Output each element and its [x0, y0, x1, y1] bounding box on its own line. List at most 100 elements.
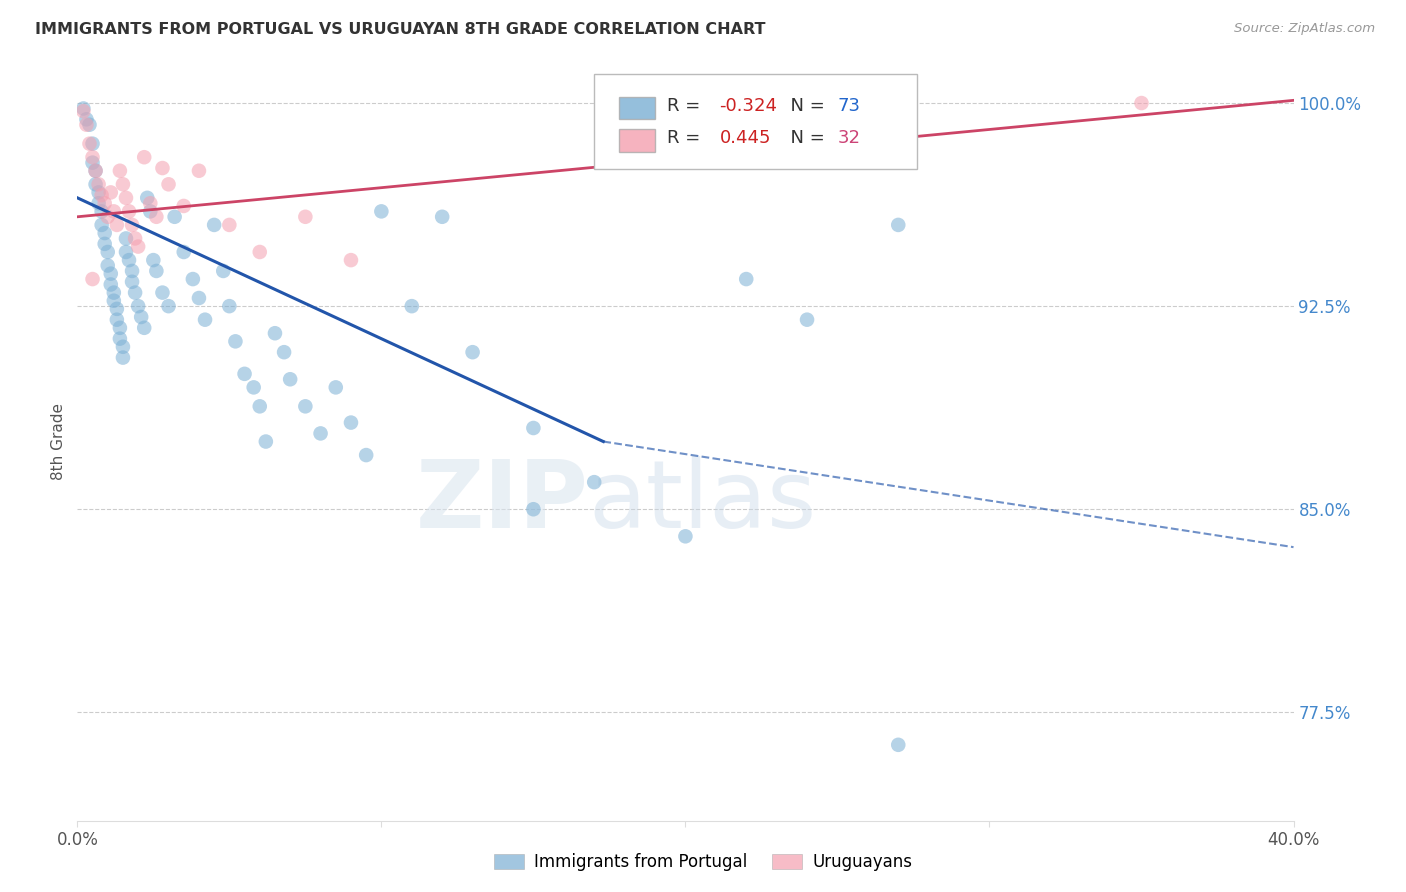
- Point: [522, 421, 544, 435]
- Point: [111, 178, 134, 192]
- Point: [354, 448, 377, 462]
- Point: [136, 191, 159, 205]
- Point: [72, 102, 94, 116]
- Text: 73: 73: [838, 96, 860, 115]
- Point: [294, 210, 316, 224]
- Point: [461, 345, 484, 359]
- Point: [100, 277, 122, 292]
- Text: -0.324: -0.324: [720, 96, 778, 115]
- Point: [278, 372, 301, 386]
- Point: [93, 236, 115, 251]
- Point: [93, 226, 115, 240]
- Point: [82, 155, 104, 169]
- Point: [97, 210, 120, 224]
- Point: [90, 188, 112, 202]
- Point: [142, 253, 165, 268]
- Point: [145, 210, 167, 224]
- Point: [325, 380, 347, 394]
- Point: [152, 161, 174, 175]
- Point: [115, 244, 138, 259]
- Point: [118, 204, 141, 219]
- Point: [108, 332, 131, 346]
- Text: R =: R =: [668, 129, 711, 147]
- Point: [100, 186, 122, 200]
- Point: [97, 244, 120, 259]
- Point: [82, 272, 104, 286]
- Point: [139, 204, 162, 219]
- Point: [163, 210, 186, 224]
- Point: [82, 150, 104, 164]
- Point: [152, 285, 174, 300]
- Point: [84, 163, 107, 178]
- Point: [157, 178, 180, 192]
- Text: atlas: atlas: [588, 456, 817, 549]
- Point: [273, 345, 295, 359]
- Point: [93, 196, 115, 211]
- Point: [103, 204, 125, 219]
- Point: [294, 400, 316, 414]
- Legend: Immigrants from Portugal, Uruguayans: Immigrants from Portugal, Uruguayans: [485, 845, 921, 880]
- Point: [264, 326, 287, 341]
- Point: [127, 239, 149, 253]
- Point: [887, 218, 910, 232]
- Text: R =: R =: [668, 96, 706, 115]
- Point: [188, 291, 211, 305]
- Point: [108, 163, 131, 178]
- Text: 32: 32: [838, 129, 860, 147]
- Point: [735, 272, 758, 286]
- Text: N =: N =: [779, 96, 831, 115]
- Point: [105, 312, 128, 326]
- Text: Source: ZipAtlas.com: Source: ZipAtlas.com: [1234, 22, 1375, 36]
- Point: [90, 218, 112, 232]
- Point: [87, 196, 110, 211]
- Point: [254, 434, 277, 449]
- Point: [75, 112, 97, 127]
- Point: [796, 312, 818, 326]
- Point: [100, 267, 122, 281]
- Point: [218, 299, 240, 313]
- Point: [118, 253, 141, 268]
- Point: [111, 351, 134, 365]
- Point: [121, 275, 143, 289]
- Point: [202, 218, 225, 232]
- Point: [340, 416, 363, 430]
- Point: [370, 204, 392, 219]
- Point: [124, 285, 146, 300]
- Point: [340, 253, 363, 268]
- Point: [430, 210, 453, 224]
- Point: [124, 231, 146, 245]
- Point: [115, 191, 138, 205]
- Point: [173, 199, 195, 213]
- Point: [194, 312, 217, 326]
- Point: [212, 264, 235, 278]
- Point: [84, 163, 107, 178]
- Bar: [619, 129, 655, 152]
- Point: [121, 264, 143, 278]
- Point: [72, 104, 94, 119]
- Point: [97, 259, 120, 273]
- Point: [79, 118, 101, 132]
- Point: [181, 272, 204, 286]
- Point: [249, 400, 271, 414]
- Point: [887, 738, 910, 752]
- Point: [75, 118, 97, 132]
- Point: [242, 380, 264, 394]
- Point: [82, 136, 104, 151]
- Y-axis label: 8th Grade: 8th Grade: [51, 403, 66, 480]
- Point: [127, 299, 149, 313]
- Text: ZIP: ZIP: [415, 456, 588, 549]
- Point: [675, 529, 697, 543]
- Point: [583, 475, 606, 490]
- Point: [111, 340, 134, 354]
- Point: [157, 299, 180, 313]
- Point: [79, 136, 101, 151]
- Point: [134, 150, 156, 164]
- Point: [121, 218, 143, 232]
- Point: [188, 163, 211, 178]
- Point: [108, 320, 131, 334]
- Point: [145, 264, 167, 278]
- Point: [115, 231, 138, 245]
- Point: [309, 426, 332, 441]
- Text: IMMIGRANTS FROM PORTUGAL VS URUGUAYAN 8TH GRADE CORRELATION CHART: IMMIGRANTS FROM PORTUGAL VS URUGUAYAN 8T…: [35, 22, 766, 37]
- Point: [1130, 96, 1153, 111]
